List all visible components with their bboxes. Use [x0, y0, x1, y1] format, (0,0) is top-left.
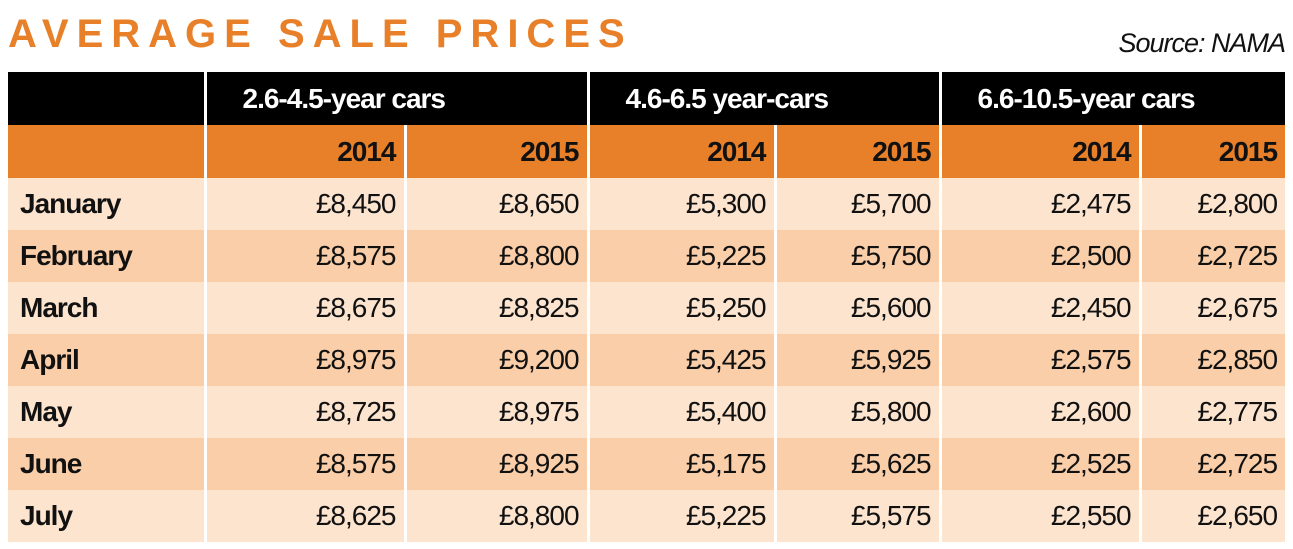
month-label: July	[8, 490, 205, 542]
month-label: April	[8, 334, 205, 386]
price-cell: £5,700	[773, 178, 941, 230]
data-row: July £8,625 £8,800 £5,225 £5,575 £2,550 £2,650	[8, 490, 1286, 542]
source: Source: NAMA	[1118, 28, 1286, 58]
price-cell: £5,750	[773, 230, 941, 282]
price-cell: £2,675	[1138, 282, 1286, 334]
price-cell: £2,525	[938, 438, 1141, 490]
price-cell: £8,925	[403, 438, 589, 490]
year-header: 2015	[403, 125, 589, 178]
year-header: 2015	[773, 125, 941, 178]
price-cell: £5,925	[773, 334, 941, 386]
price-cell: £2,725	[1138, 230, 1286, 282]
data-row: February £8,575 £8,800 £5,225 £5,750 £2,500 £2…	[8, 230, 1286, 282]
price-cell: £2,600	[938, 386, 1141, 438]
group-header: 2.6-4.5-year cars	[203, 72, 589, 125]
price-cell: £2,775	[1138, 386, 1286, 438]
data-row: April £8,975 £9,200 £5,425 £5,925 £2,575 £2,85…	[8, 334, 1286, 386]
price-cell: £8,450	[203, 178, 405, 230]
price-cell: £2,475	[938, 178, 1141, 230]
price-cell: £2,550	[938, 490, 1141, 542]
price-cell: £2,800	[1138, 178, 1286, 230]
price-cell: £5,300	[586, 178, 776, 230]
group-header: 4.6-6.5 year-cars	[586, 72, 941, 125]
data-row: May £8,725 £8,975 £5,400 £5,800 £2,600 £2,775	[8, 386, 1286, 438]
price-table: 2.6-4.5-year cars 4.6-6.5 year-cars 6.6-10…	[8, 72, 1286, 542]
year-header: 2014	[586, 125, 776, 178]
month-label: February	[8, 230, 205, 282]
price-cell: £5,600	[773, 282, 941, 334]
price-cell: £5,625	[773, 438, 941, 490]
month-label: June	[8, 438, 205, 490]
price-cell: £8,575	[203, 438, 405, 490]
corner-cell	[8, 125, 205, 178]
title: AVERAGE SALE PRICES	[8, 12, 633, 56]
month-label: January	[8, 178, 205, 230]
price-cell: £8,675	[203, 282, 405, 334]
price-cell: £2,500	[938, 230, 1141, 282]
data-row: June £8,575 £8,925 £5,175 £5,625 £2,525 £2,725	[8, 438, 1286, 490]
price-cell: £5,575	[773, 490, 941, 542]
price-cell: £5,425	[586, 334, 776, 386]
price-cell: £9,200	[403, 334, 589, 386]
price-cell: £5,800	[773, 386, 941, 438]
year-header: 2014	[938, 125, 1141, 178]
price-cell: £8,825	[403, 282, 589, 334]
price-cell: £8,625	[203, 490, 405, 542]
year-header: 2015	[1138, 125, 1286, 178]
price-cell: £5,400	[586, 386, 776, 438]
price-cell: £2,450	[938, 282, 1141, 334]
price-cell: £2,650	[1138, 490, 1286, 542]
price-cell: £8,975	[203, 334, 405, 386]
price-cell: £8,800	[403, 230, 589, 282]
price-cell: £8,575	[203, 230, 405, 282]
year-header: 2014	[203, 125, 405, 178]
group-header: 6.6-10.5-year cars	[938, 72, 1286, 125]
corner-cell	[8, 72, 205, 125]
year-header-row: 2014 2015 2014 2015 2014 2015	[8, 125, 1286, 178]
price-cell: £5,175	[586, 438, 776, 490]
price-cell: £5,250	[586, 282, 776, 334]
month-label: March	[8, 282, 205, 334]
price-cell: £5,225	[586, 230, 776, 282]
price-cell: £2,575	[938, 334, 1141, 386]
price-cell: £8,800	[403, 490, 589, 542]
data-row: January £8,450 £8,650 £5,300 £5,700 £2,475 £2,…	[8, 178, 1286, 230]
price-cell: £8,975	[403, 386, 589, 438]
price-cell: £2,850	[1138, 334, 1286, 386]
price-cell: £8,650	[403, 178, 589, 230]
price-cell: £5,225	[586, 490, 776, 542]
data-row: March £8,675 £8,825 £5,250 £5,600 £2,450 £2,67…	[8, 282, 1286, 334]
month-label: May	[8, 386, 205, 438]
price-cell: £8,725	[203, 386, 405, 438]
group-header-row: 2.6-4.5-year cars 4.6-6.5 year-cars 6.6-10…	[8, 72, 1286, 125]
price-cell: £2,725	[1138, 438, 1286, 490]
